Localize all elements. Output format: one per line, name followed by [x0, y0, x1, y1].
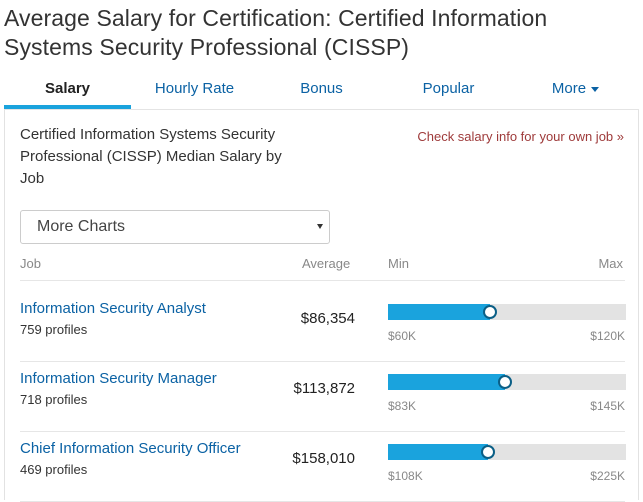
- median-marker: [497, 375, 512, 389]
- average-salary: $86,354: [300, 310, 355, 327]
- profile-count: 469 profiles: [20, 462, 88, 477]
- tab-popular[interactable]: Popular: [422, 80, 475, 97]
- caret-down-icon: [591, 86, 600, 92]
- average-salary: $113,872: [293, 380, 355, 397]
- header-divider: [20, 280, 625, 281]
- job-link[interactable]: Chief Information Security Officer: [20, 440, 241, 457]
- job-link[interactable]: Information Security Analyst: [20, 300, 206, 317]
- chart-title: Certified Information Systems Security P…: [20, 126, 282, 187]
- tab-bonus[interactable]: Bonus: [300, 80, 343, 97]
- tab-more[interactable]: More: [512, 72, 639, 109]
- more-charts-select-value: More Charts: [37, 218, 126, 235]
- salary-range-bar: [388, 374, 626, 390]
- range-min-label: $83K: [388, 399, 417, 413]
- table-row: Chief Information Security Officer 469 p…: [5, 432, 640, 502]
- table-row: Information Security Manager 718 profile…: [5, 362, 640, 432]
- dropdown-arrow-icon: [317, 224, 323, 229]
- salary-range-fill: [388, 304, 491, 320]
- salary-range-fill: [388, 374, 505, 390]
- profile-count: 718 profiles: [20, 392, 88, 407]
- range-min-label: $108K: [388, 469, 423, 483]
- row-divider: [20, 361, 625, 362]
- tab-salary[interactable]: Salary: [4, 72, 131, 109]
- page-title: Average Salary for Certification: Certif…: [4, 5, 548, 60]
- salary-panel: Certified Information Systems Security P…: [4, 110, 640, 502]
- job-link[interactable]: Information Security Manager: [20, 370, 217, 387]
- salary-range-bar: [388, 304, 626, 320]
- range-max-label: $120K: [590, 329, 625, 343]
- tab-more-label: More: [551, 80, 587, 97]
- range-max-label: $145K: [590, 399, 625, 413]
- column-header-job: Job: [20, 256, 41, 271]
- median-marker: [480, 445, 495, 459]
- table-row: Information Security Analyst 759 profile…: [5, 292, 640, 362]
- profile-count: 759 profiles: [20, 322, 88, 337]
- column-header-average: Average: [302, 256, 351, 271]
- tab-bar: Salary Hourly Rate Bonus Popular More: [4, 72, 639, 110]
- median-marker: [483, 305, 498, 319]
- range-max-label: $225K: [590, 469, 625, 483]
- own-job-salary-link[interactable]: Check salary info for your own job »: [417, 129, 624, 144]
- column-header-max: Max: [598, 256, 623, 271]
- average-salary: $158,010: [292, 450, 355, 467]
- range-min-label: $60K: [388, 329, 417, 343]
- row-divider: [20, 431, 625, 432]
- more-charts-select[interactable]: More Charts: [20, 210, 330, 244]
- tab-hourly-rate[interactable]: Hourly Rate: [154, 80, 235, 97]
- salary-range-bar: [388, 444, 626, 460]
- column-header-min: Min: [388, 256, 409, 271]
- salary-range-fill: [388, 444, 488, 460]
